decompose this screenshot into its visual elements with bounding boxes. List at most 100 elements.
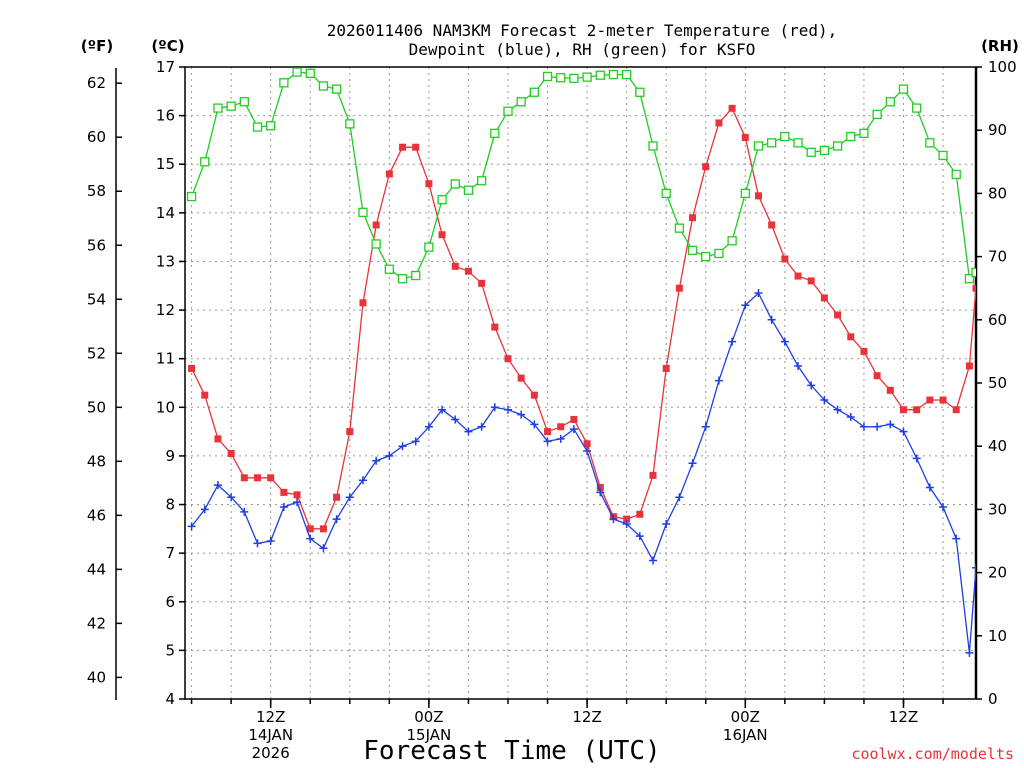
rh-point	[951, 169, 961, 180]
rh-line	[190, 71, 976, 281]
fahrenheit-tick-label: 58	[87, 182, 106, 200]
dewpoint-point	[622, 519, 631, 528]
rh-point	[384, 264, 394, 274]
celsius-tick-label: 15	[156, 155, 175, 173]
fahrenheit-axis: 40 42 44 46 48 50 52 54 56 58 60 62	[87, 74, 122, 686]
fahrenheit-tick-label: 50	[87, 398, 106, 416]
rh-point	[463, 185, 474, 195]
rh-point	[318, 81, 329, 91]
dewpoint-point	[398, 442, 407, 451]
dewpoint-point	[925, 483, 934, 492]
2-meter-temperature-point	[768, 221, 776, 229]
dewpoint-point	[569, 425, 578, 434]
2-meter-temperature-point	[491, 323, 499, 331]
plot-frame	[184, 66, 977, 700]
dewpoint-point	[332, 515, 341, 524]
rh-point	[490, 128, 500, 139]
rh-point	[780, 131, 790, 142]
series-layer	[186, 67, 976, 657]
2-meter-temperature-point	[596, 484, 604, 492]
rh-point	[252, 122, 263, 132]
rh-point	[556, 73, 566, 83]
rh-point	[714, 248, 724, 259]
2-meter-temperature-point	[570, 415, 578, 423]
rh-point	[971, 267, 976, 278]
dewpoint-point	[912, 454, 921, 463]
celsius-tick-label: 9	[165, 447, 175, 465]
dewpoint-point	[583, 447, 592, 456]
dewpoint-point	[490, 403, 499, 412]
dewpoint-line	[191, 292, 976, 653]
rh-point	[200, 157, 210, 167]
dewpoint-point	[279, 502, 288, 511]
chart-title-line2: Dewpoint (blue), RH (green) for KSFO	[409, 40, 756, 59]
rh-tick-label: 90	[988, 121, 1007, 139]
dewpoint-point	[345, 493, 354, 502]
dewpoint-point	[543, 437, 552, 446]
dewpoint-point	[833, 405, 842, 414]
rh-point	[727, 236, 737, 246]
dewpoint-point	[899, 427, 908, 436]
2-meter-temperature-point	[530, 391, 538, 399]
dewpoint-point	[728, 337, 737, 346]
dewpoint-point	[609, 515, 618, 524]
dewpoint-point	[411, 437, 420, 446]
rh-point	[397, 274, 408, 284]
2-meter-temperature-point	[227, 449, 235, 457]
dewpoint-point	[972, 563, 976, 572]
2-meter-temperature-point	[280, 488, 288, 496]
fahrenheit-tick-label: 52	[87, 344, 106, 362]
2-meter-temperature-point	[267, 474, 275, 482]
rh-point	[305, 68, 315, 78]
rh-point	[793, 138, 803, 148]
rh-point	[938, 150, 948, 161]
dewpoint-point	[596, 488, 605, 497]
rh-point	[806, 147, 816, 157]
celsius-tick-label: 12	[156, 301, 175, 319]
2-meter-temperature-point	[794, 272, 802, 280]
rh-point	[674, 223, 685, 233]
rh-point	[371, 239, 381, 249]
credit-link[interactable]: coolwx.com/modelts	[851, 745, 1014, 763]
rh-point	[226, 101, 236, 111]
2-meter-temperature-point	[754, 192, 762, 200]
fahrenheit-tick-label: 60	[87, 128, 106, 146]
series-clip-group	[186, 67, 976, 657]
rh-point	[767, 138, 777, 148]
x-axis-title: Forecast Time (UTC)	[363, 736, 660, 766]
rh-point	[912, 103, 922, 113]
2-meter-temperature-point	[319, 525, 327, 533]
dewpoint-point	[794, 361, 803, 370]
celsius-tick-label: 7	[165, 544, 175, 562]
2-meter-temperature-point	[214, 435, 222, 443]
rh-point	[542, 71, 553, 82]
dewpoint-point	[807, 381, 816, 390]
dewpoint-point	[675, 493, 684, 502]
rh-point	[753, 141, 764, 151]
dewpoint-point	[754, 289, 763, 298]
dewpoint-point	[319, 544, 328, 553]
rh-point	[279, 78, 289, 88]
rh-point	[648, 141, 658, 151]
dewpoint-point	[385, 451, 394, 460]
rh-tick-label: 10	[988, 627, 1007, 645]
time-tick-label: 00Z	[731, 708, 760, 726]
fahrenheit-tick-label: 46	[87, 506, 106, 524]
rh-point	[687, 245, 698, 255]
2-meter-temperature-point	[847, 333, 855, 341]
rh-point	[872, 109, 882, 120]
rh-axis: 0 10 20 30 40 50 60 70 80 90 100	[976, 58, 1017, 708]
time-tick-label: 12Z	[889, 708, 918, 726]
celsius-tick-label: 16	[156, 107, 175, 125]
dewpoint-point	[358, 476, 367, 485]
2-meter-temperature-point	[702, 163, 710, 171]
fahrenheit-tick-label: 40	[87, 668, 106, 686]
2-meter-temperature-point	[741, 133, 749, 141]
celsius-tick-label: 10	[156, 398, 175, 416]
dewpoint-point	[187, 522, 196, 531]
rh-point	[925, 138, 935, 148]
celsius-tick-label: 8	[165, 496, 175, 514]
date-tick-label: 15JAN	[407, 726, 452, 744]
time-tick-label: 12Z	[256, 708, 285, 726]
2-meter-temperature-point	[675, 284, 683, 292]
